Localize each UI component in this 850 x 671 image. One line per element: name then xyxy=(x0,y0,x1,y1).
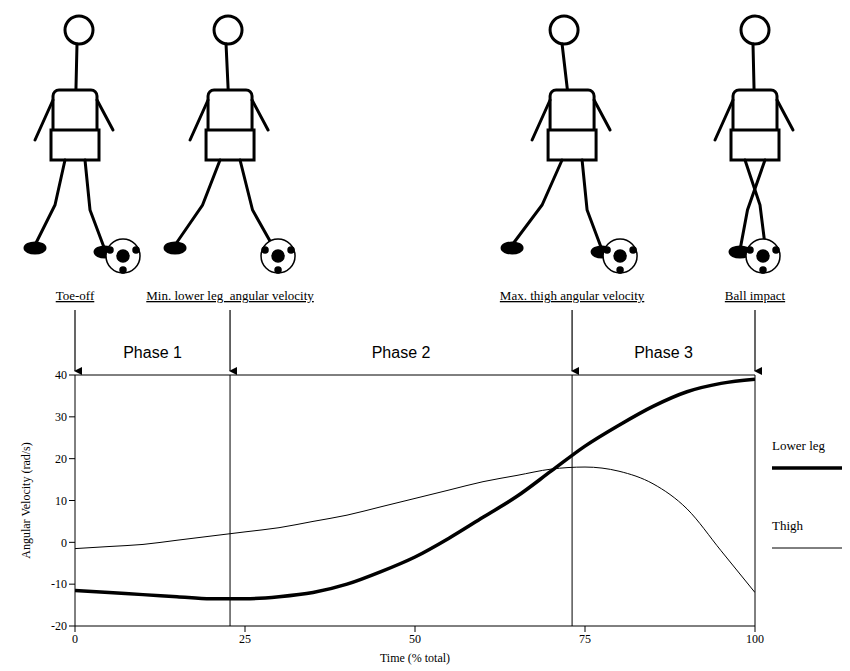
svg-text:Phase 2: Phase 2 xyxy=(372,344,431,361)
svg-text:Phase 1: Phase 1 xyxy=(123,344,182,361)
svg-text:25: 25 xyxy=(239,632,251,646)
svg-text:-10: -10 xyxy=(51,577,67,591)
svg-text:10: 10 xyxy=(55,494,67,508)
svg-text:Angular Velocity (rad/s): Angular Velocity (rad/s) xyxy=(19,442,33,558)
svg-text:40: 40 xyxy=(55,368,67,382)
svg-text:Lower leg: Lower leg xyxy=(772,438,826,453)
svg-text:-20: -20 xyxy=(51,619,67,633)
svg-text:Min. lower leg angular veloci: Min. lower leg angular velocity xyxy=(146,288,314,303)
svg-text:Ball impact: Ball impact xyxy=(725,288,786,303)
svg-text:Toe-off: Toe-off xyxy=(56,288,95,303)
svg-text:75: 75 xyxy=(579,632,591,646)
svg-text:20: 20 xyxy=(55,452,67,466)
svg-text:Phase 3: Phase 3 xyxy=(634,344,693,361)
svg-text:50: 50 xyxy=(409,632,421,646)
svg-text:30: 30 xyxy=(55,410,67,424)
svg-text:100: 100 xyxy=(746,632,764,646)
svg-text:Time (% total): Time (% total) xyxy=(380,651,450,665)
svg-text:Max. thigh angular velocity: Max. thigh angular velocity xyxy=(500,288,645,303)
svg-text:0: 0 xyxy=(61,536,67,550)
svg-text:0: 0 xyxy=(72,632,78,646)
svg-text:Thigh: Thigh xyxy=(772,518,804,533)
